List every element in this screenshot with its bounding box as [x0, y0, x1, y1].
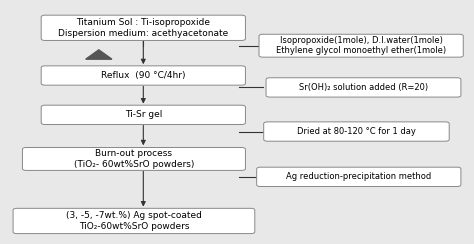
Text: Isopropoxide(1mole), D.I.water(1mole)
Ethylene glycol monoethyl ether(1mole): Isopropoxide(1mole), D.I.water(1mole) Et…	[276, 36, 446, 55]
Text: Titanium Sol : Ti-isopropoxide
Dispersion medium: acethyacetonate: Titanium Sol : Ti-isopropoxide Dispersio…	[58, 18, 228, 38]
Text: Ag reduction-precipitation method: Ag reduction-precipitation method	[286, 172, 431, 181]
FancyBboxPatch shape	[259, 34, 463, 57]
FancyBboxPatch shape	[41, 15, 246, 41]
Polygon shape	[86, 50, 112, 59]
FancyBboxPatch shape	[41, 105, 246, 124]
Text: Reflux  (90 °C/4hr): Reflux (90 °C/4hr)	[101, 71, 185, 80]
FancyBboxPatch shape	[266, 78, 461, 97]
Text: (3, -5, -7wt.%) Ag spot-coated
TiO₂-60wt%SrO powders: (3, -5, -7wt.%) Ag spot-coated TiO₂-60wt…	[66, 211, 202, 231]
FancyBboxPatch shape	[13, 208, 255, 234]
FancyBboxPatch shape	[22, 148, 246, 170]
Text: Ti-Sr gel: Ti-Sr gel	[125, 110, 162, 119]
Text: Dried at 80-120 °C for 1 day: Dried at 80-120 °C for 1 day	[297, 127, 416, 136]
FancyBboxPatch shape	[264, 122, 449, 141]
FancyBboxPatch shape	[41, 66, 246, 85]
FancyBboxPatch shape	[257, 167, 461, 186]
Text: Burn-out process
(TiO₂- 60wt%SrO powders): Burn-out process (TiO₂- 60wt%SrO powders…	[74, 149, 194, 169]
Text: Sr(OH)₂ solution added (R=20): Sr(OH)₂ solution added (R=20)	[299, 83, 428, 92]
